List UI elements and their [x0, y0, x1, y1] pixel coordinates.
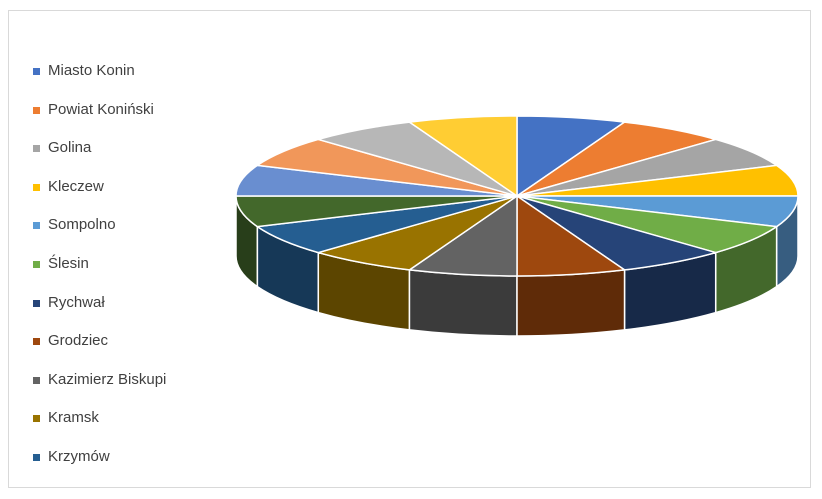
legend-label: Miasto Konin	[48, 62, 135, 79]
legend-swatch	[33, 299, 40, 307]
legend-item: Sompolno	[33, 215, 166, 254]
legend-swatch	[33, 453, 40, 461]
chart-area: Miasto Konin Powiat Koniński Golina Kleczew…	[8, 10, 811, 488]
legend-label: Kleczew	[48, 177, 104, 195]
legend-label: Grodziec	[48, 332, 109, 350]
legend-swatch	[33, 415, 40, 423]
legend-swatch	[33, 222, 40, 230]
legend-swatch	[33, 183, 40, 191]
legend-label: Kramsk	[48, 409, 99, 427]
legend-item: Ślesin	[33, 254, 166, 293]
legend-label: Rychwał	[48, 293, 105, 311]
legend-swatch	[33, 376, 40, 384]
legend-item: Golina	[33, 138, 166, 177]
legend-swatch	[33, 145, 40, 153]
legend-item: Krzymów	[33, 447, 166, 486]
legend-item: Kleczew	[33, 177, 166, 216]
legend-swatch	[33, 106, 40, 114]
pie-slice-side	[408, 269, 518, 337]
legend-label: Ślesin	[48, 254, 89, 272]
legend-swatch	[33, 260, 40, 268]
legend-label: Kazimierz Biskupi	[48, 370, 167, 388]
legend-item: Kazimierz Biskupi	[33, 370, 166, 409]
pie-slice-side	[516, 269, 626, 337]
legend-item: Kramsk	[33, 408, 166, 447]
legend-swatch	[33, 338, 40, 346]
legend-label: Sompolno	[48, 216, 116, 234]
legend-item: Grodziec	[33, 331, 166, 370]
legend-label: Powiat Koniński	[48, 100, 154, 118]
legend-label: Krzymów	[48, 447, 110, 465]
legend-swatch	[33, 68, 40, 75]
legend-item: Miasto Konin	[33, 61, 166, 100]
legend-item: Rychwał	[33, 293, 166, 332]
legend: Miasto Konin Powiat Koniński Golina Kleczew…	[33, 61, 166, 486]
pie-slice	[407, 115, 518, 198]
legend-item: Powiat Koniński	[33, 100, 166, 139]
pie-chart	[235, 115, 799, 337]
legend-label: Golina	[48, 139, 92, 157]
